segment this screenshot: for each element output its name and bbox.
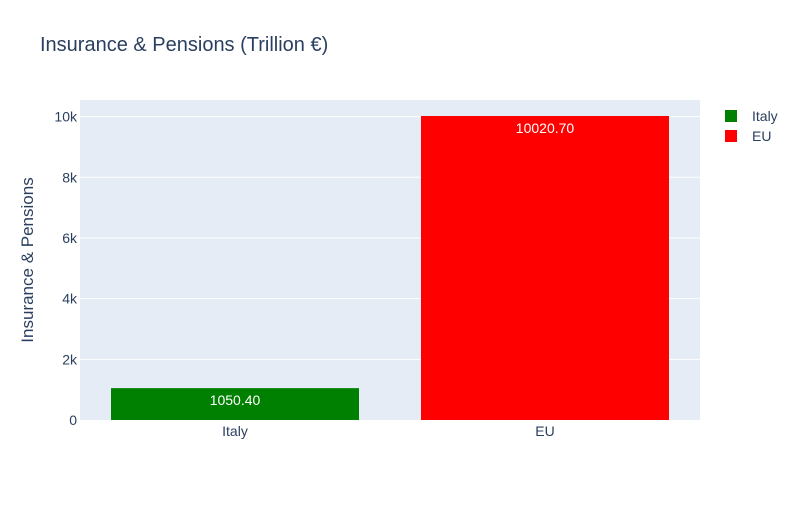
bar-italy[interactable] — [111, 388, 359, 420]
legend-item[interactable]: Italy — [725, 108, 778, 124]
data-labels: 1050.40 10020.70 — [210, 120, 575, 408]
y-axis-ticks: 0 2k 4k 6k 8k 10k — [54, 109, 78, 428]
bar-eu[interactable] — [421, 115, 669, 421]
chart-title: Insurance & Pensions (Trillion €) — [40, 34, 328, 56]
bar-value-label: 10020.70 — [516, 120, 575, 136]
legend-label: Italy — [752, 108, 778, 124]
y-axis-title: Insurance & Pensions — [18, 177, 37, 342]
legend: Italy EU — [725, 108, 778, 144]
bars — [111, 115, 669, 421]
y-tick-label: 8k — [62, 169, 78, 185]
x-axis-ticks: Italy EU — [222, 423, 555, 439]
y-tick-label: 2k — [62, 351, 78, 367]
y-tick-label: 6k — [62, 230, 78, 246]
x-tick-label: Italy — [222, 423, 248, 439]
y-tick-label: 0 — [69, 412, 77, 428]
y-tick-label: 4k — [62, 291, 78, 307]
y-tick-label: 10k — [54, 109, 78, 125]
legend-label: EU — [752, 128, 771, 144]
legend-swatch — [725, 130, 737, 142]
x-tick-label: EU — [535, 423, 554, 439]
legend-item[interactable]: EU — [725, 128, 771, 144]
bar-value-label: 1050.40 — [210, 392, 261, 408]
legend-swatch — [725, 110, 737, 122]
